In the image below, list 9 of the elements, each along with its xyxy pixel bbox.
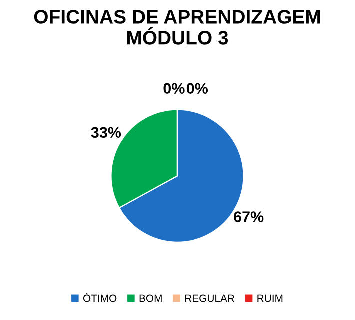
chart-title: OFICINAS DE APRENDIZAGEM MÓDULO 3: [34, 10, 320, 45]
data-label: 67%: [234, 212, 264, 222]
data-label: 33%: [91, 127, 122, 138]
legend-label: REGULAR: [185, 294, 234, 302]
legend-label: ÓTIMO: [83, 293, 117, 302]
text: 0%: [164, 83, 185, 94]
text: 0%: [186, 83, 208, 94]
legend-label: BOM: [140, 294, 162, 302]
legend-label: RUIM: [258, 294, 283, 302]
